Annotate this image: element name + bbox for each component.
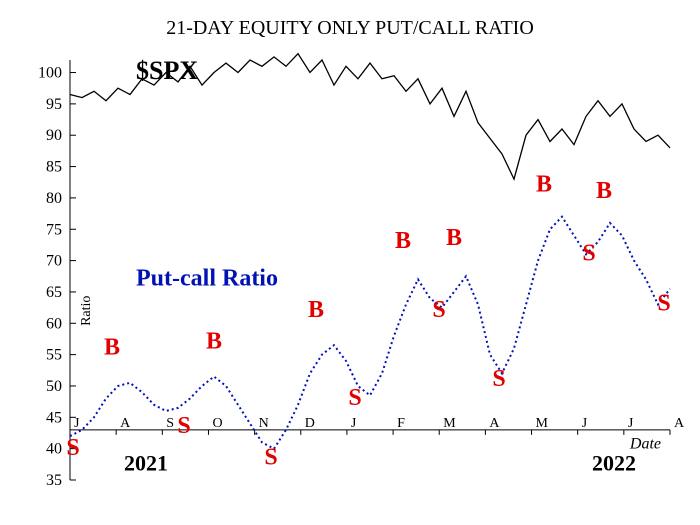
y-tick-label: 65 xyxy=(46,284,62,301)
marker-S: S xyxy=(582,241,595,267)
x-tick-label: N xyxy=(259,416,269,431)
x-tick-label: J xyxy=(628,416,634,431)
x-tick-label: A xyxy=(674,416,685,431)
y-axis-label: Ratio xyxy=(79,296,94,326)
y-tick-label: 40 xyxy=(46,441,62,458)
x-tick-label: J xyxy=(351,416,357,431)
marker-B: B xyxy=(206,328,222,354)
marker-S: S xyxy=(348,385,361,411)
x-tick-label: M xyxy=(443,416,456,431)
x-tick-label: D xyxy=(305,416,315,431)
y-tick-label: 80 xyxy=(46,190,62,207)
marker-B: B xyxy=(596,178,612,204)
series-label-PutCallRatio: Put-call Ratio xyxy=(136,266,278,292)
x-tick-label: F xyxy=(397,416,405,431)
x-tick-label: O xyxy=(212,416,222,431)
y-tick-label: 70 xyxy=(46,253,62,270)
marker-S: S xyxy=(492,366,505,392)
marker-S: S xyxy=(432,297,445,323)
x-tick-label: A xyxy=(489,416,500,431)
y-tick-label: 35 xyxy=(46,472,62,489)
series-label-$SPX: $SPX xyxy=(136,56,198,85)
x-tick-label: S xyxy=(166,416,174,431)
y-tick-label: 45 xyxy=(46,409,62,426)
y-tick-label: 50 xyxy=(46,378,62,395)
chart-container: 21-DAY EQUITY ONLY PUT/CALL RATIO 35 40 45 5… xyxy=(0,0,700,525)
y-tick-label: 100 xyxy=(38,65,62,82)
x-tick-label: J xyxy=(74,416,80,431)
marker-S: S xyxy=(66,435,79,461)
marker-B: B xyxy=(395,228,411,254)
x-tick-label: J xyxy=(582,416,588,431)
marker-S: S xyxy=(264,444,277,470)
marker-B: B xyxy=(308,297,324,323)
series-PutCallRatio xyxy=(70,217,670,449)
y-tick-label: 55 xyxy=(46,347,62,364)
y-tick-label: 90 xyxy=(46,127,62,144)
x-tick-label: M xyxy=(536,416,549,431)
year-label: 2022 xyxy=(592,451,636,476)
marker-B: B xyxy=(536,172,552,198)
y-tick-label: 60 xyxy=(46,315,62,332)
y-tick-label: 95 xyxy=(46,96,62,113)
x-tick-label: A xyxy=(120,416,131,431)
chart-title: 21-DAY EQUITY ONLY PUT/CALL RATIO xyxy=(166,17,534,39)
marker-S: S xyxy=(657,291,670,317)
chart-svg: 21-DAY EQUITY ONLY PUT/CALL RATIO 35 40 45 5… xyxy=(0,0,700,525)
y-tick-label: 85 xyxy=(46,159,62,176)
marker-B: B xyxy=(104,335,120,361)
x-axis-label: Date xyxy=(629,436,661,453)
year-label: 2021 xyxy=(124,451,168,476)
y-tick-label: 75 xyxy=(46,221,62,238)
marker-B: B xyxy=(446,225,462,251)
marker-S: S xyxy=(177,413,190,439)
